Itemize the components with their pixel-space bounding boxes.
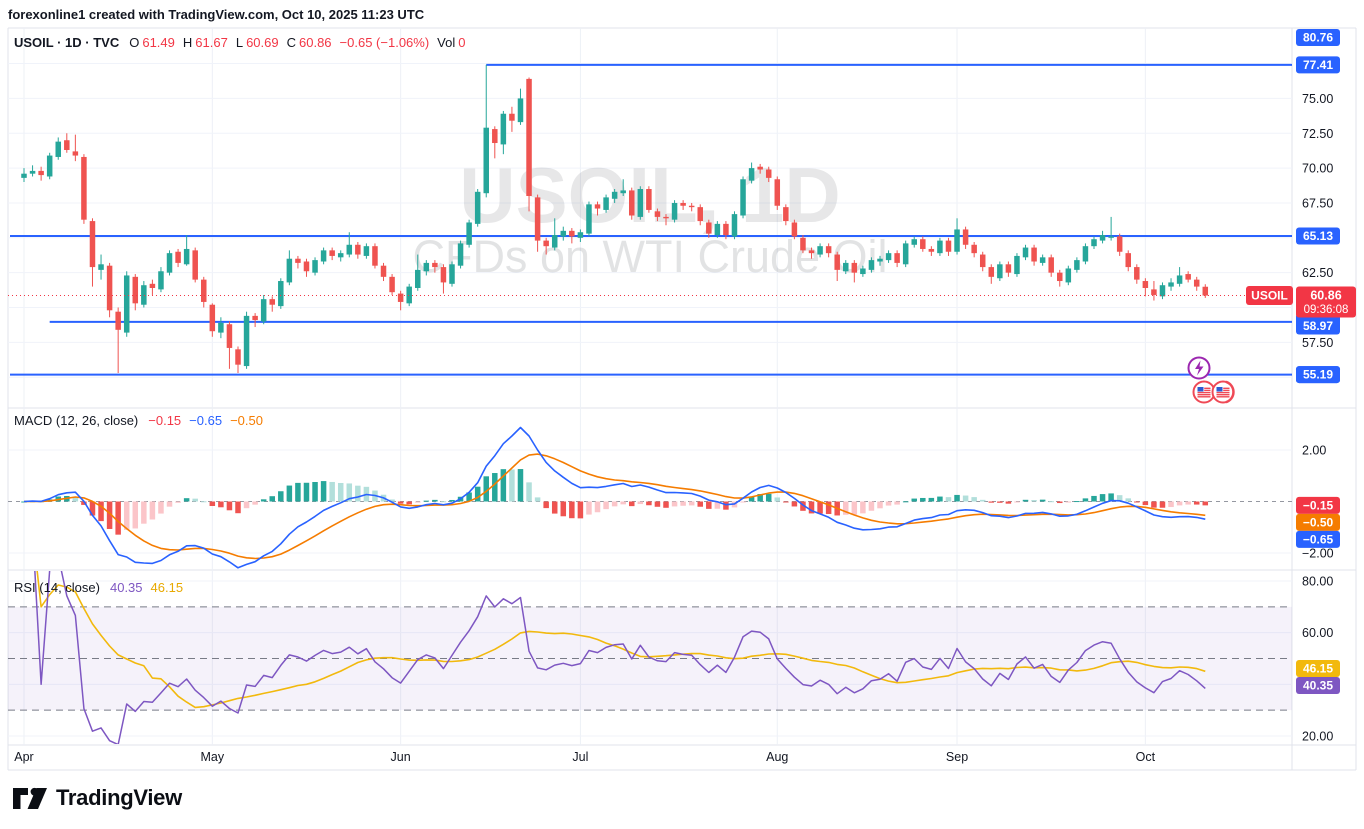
svg-text:46.15: 46.15 [1303, 661, 1333, 675]
open-label: O [129, 35, 140, 50]
macd-badge-−0.15: −0.15 [1296, 496, 1340, 514]
low-value: 60.69 [246, 35, 279, 50]
level-badge-55.19: 55.19 [1296, 366, 1340, 384]
svg-text:60.00: 60.00 [1302, 626, 1333, 640]
level-badge-80.76: 80.76 [1296, 29, 1340, 46]
candlestick-series [21, 64, 1209, 374]
price-axis: 75.00 72.50 70.00 67.50 62.50 57.50 2.00 −2.00 8… [1302, 92, 1334, 744]
volume: Vol 0 [437, 35, 465, 50]
ohlc-low: L 60.69 [236, 35, 279, 50]
symbol-price-tag: USOIL [1246, 286, 1293, 306]
svg-text:65.13: 65.13 [1303, 229, 1333, 243]
svg-text:60.86: 60.86 [1310, 289, 1341, 303]
tradingview-logo-icon [13, 787, 47, 809]
rsi-line [34, 571, 1206, 744]
rsi-legend: RSI (14, close) 40.35 46.15 [14, 580, 183, 595]
time-label-Aug: Aug [766, 750, 788, 764]
ohlc-open: O 61.49 [129, 35, 175, 50]
low-label: L [235, 35, 244, 50]
svg-text:−0.50: −0.50 [1303, 515, 1334, 529]
rsi-badge-46.15: 46.15 [1296, 659, 1340, 677]
svg-text:−0.15: −0.15 [1303, 498, 1334, 512]
macd-badge-−0.65: −0.65 [1296, 530, 1340, 548]
macd-line [23, 426, 1206, 569]
close-label: C [286, 35, 296, 50]
svg-text:58.97: 58.97 [1303, 319, 1333, 333]
high-value: 61.67 [195, 35, 228, 50]
symbol-title: USOIL · 1D · TVC [14, 35, 120, 50]
svg-text:77.41: 77.41 [1303, 58, 1333, 72]
axis-badges: 80.7677.4165.1358.9755.1960.8609:36:0858… [1296, 29, 1356, 694]
svg-text:20.00: 20.00 [1302, 729, 1333, 743]
us-flag-event-icon[interactable] [1192, 380, 1216, 404]
attribution-header: forexonline1 created with TradingView.co… [8, 7, 425, 22]
tradingview-logo[interactable]: TradingView [13, 785, 182, 811]
macd-hist-value: −0.15 [148, 413, 182, 428]
pane-frame [7, 27, 1357, 771]
us-flag-event-icon[interactable] [1211, 380, 1235, 404]
time-label-Oct: Oct [1136, 750, 1156, 764]
macd-pane [8, 426, 1292, 569]
change-value: −0.65 (−1.06%) [339, 35, 430, 50]
open-value: 61.49 [142, 35, 175, 50]
price-level-lines [10, 63, 1292, 376]
time-label-Jun: Jun [391, 750, 411, 764]
macd-histogram [21, 469, 1209, 535]
rsi-ma-line [36, 571, 1206, 709]
event-icons[interactable] [1187, 356, 1235, 404]
high-label: H [182, 35, 193, 50]
level-badge-65.13: 65.13 [1296, 227, 1340, 245]
svg-text:57.50: 57.50 [1302, 336, 1333, 350]
volume-label: Vol [437, 35, 456, 50]
macd-badge-−0.50: −0.50 [1296, 513, 1340, 531]
rsi-title: RSI (14, close) [14, 580, 100, 595]
rsi-ma-value: 46.15 [150, 580, 184, 595]
svg-text:72.50: 72.50 [1302, 127, 1333, 141]
time-label-Jul: Jul [572, 750, 588, 764]
svg-text:−2.00: −2.00 [1302, 547, 1334, 561]
volume-value: 0 [458, 35, 466, 50]
time-axis: Apr May Jun Jul Aug Sep Oct [14, 750, 1155, 764]
symbol-legend: USOIL · 1D · TVC O 61.49 H 61.67 L 60.69… [14, 35, 465, 50]
lightning-event-icon[interactable] [1187, 356, 1211, 380]
macd-line-value: −0.65 [189, 413, 223, 428]
rsi-value: 40.35 [109, 580, 143, 595]
svg-text:40.35: 40.35 [1303, 678, 1333, 692]
level-badge-77.41: 77.41 [1296, 56, 1340, 74]
current-price-line: USOIL [8, 286, 1293, 306]
macd-legend: MACD (12, 26, close) −0.15 −0.65 −0.50 [14, 413, 263, 428]
time-label-Sep: Sep [946, 750, 968, 764]
svg-text:55.19: 55.19 [1303, 368, 1333, 382]
ohlc-close: C 60.86 [287, 35, 332, 50]
svg-text:62.50: 62.50 [1302, 266, 1333, 280]
svg-text:2.00: 2.00 [1302, 444, 1326, 458]
macd-title: MACD (12, 26, close) [14, 413, 139, 428]
svg-text:70.00: 70.00 [1302, 162, 1333, 176]
svg-text:67.50: 67.50 [1302, 196, 1333, 210]
close-value: 60.86 [299, 35, 332, 50]
svg-text:−0.65: −0.65 [1303, 532, 1334, 546]
svg-text:CFDs on WTI Crude Oil: CFDs on WTI Crude Oil [412, 231, 887, 282]
level-badge-58.97: 58.97 [1296, 317, 1340, 335]
svg-text:80.76: 80.76 [1303, 31, 1333, 45]
rsi-badge-40.35: 40.35 [1296, 676, 1340, 694]
gridlines [8, 28, 1292, 745]
macd-signal-value: −0.50 [230, 413, 263, 428]
time-label-Apr: Apr [14, 750, 33, 764]
tradingview-logo-text: TradingView [56, 785, 182, 810]
ohlc-high: H 61.67 [183, 35, 228, 50]
macd-signal-line [23, 453, 1206, 560]
svg-text:75.00: 75.00 [1302, 92, 1333, 106]
svg-text:09:36:08: 09:36:08 [1304, 304, 1349, 316]
time-label-May: May [201, 750, 225, 764]
svg-text:80.00: 80.00 [1302, 575, 1333, 589]
rsi-pane [8, 571, 1292, 744]
svg-text:USOIL: USOIL [1251, 289, 1288, 303]
